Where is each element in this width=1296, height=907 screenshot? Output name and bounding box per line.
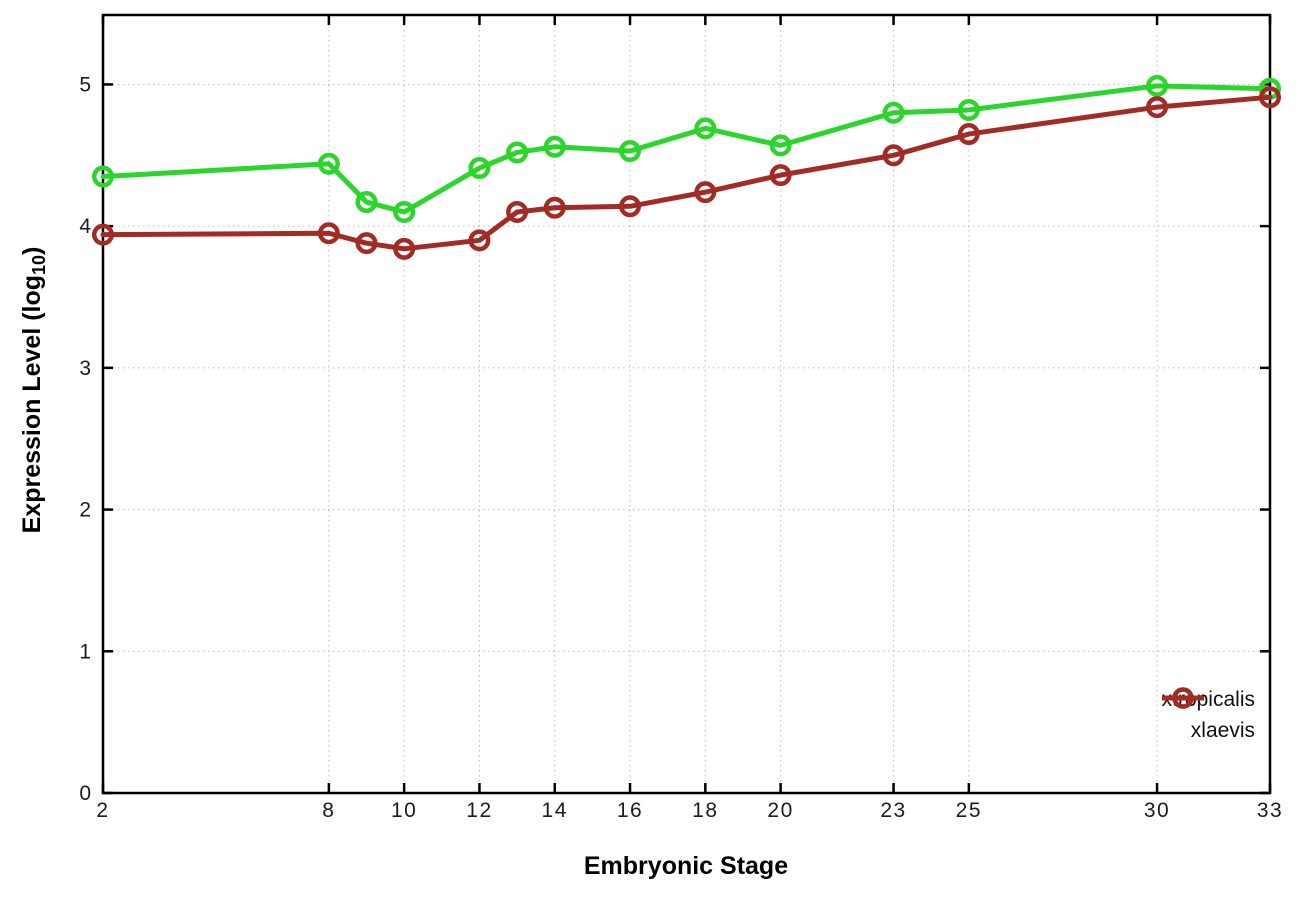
y-axis-title-text: Expression Level (log xyxy=(17,274,46,534)
x-tick-label: 23 xyxy=(880,799,906,822)
data-point-xtropicalis xyxy=(882,101,905,124)
x-tick-label: 14 xyxy=(542,799,568,822)
data-point-xlaevis xyxy=(393,237,416,260)
y-axis-title-close: ) xyxy=(17,246,46,255)
data-point-xtropicalis xyxy=(92,165,114,188)
legend: xtropicalis xlaevis xyxy=(1161,684,1255,746)
y-tick-label: 1 xyxy=(79,640,91,663)
x-tick-label: 12 xyxy=(466,799,492,822)
data-point-xtropicalis xyxy=(468,157,491,180)
data-point-xlaevis xyxy=(506,200,529,223)
x-tick-label: 2 xyxy=(96,799,109,822)
data-point-xlaevis xyxy=(1146,96,1169,119)
y-axis-title: Expression Level (log10) xyxy=(18,247,50,534)
x-tick-label: 8 xyxy=(322,799,335,822)
x-axis-title: Embryonic Stage xyxy=(583,852,789,880)
data-point-xtropicalis xyxy=(694,117,717,140)
x-tick-label: 33 xyxy=(1257,799,1283,822)
data-point-xlaevis xyxy=(1259,86,1281,109)
y-tick-label: 3 xyxy=(79,357,91,380)
data-point-xlaevis xyxy=(694,181,717,204)
x-tick-label: 20 xyxy=(767,799,793,822)
data-point-xtropicalis xyxy=(393,200,416,223)
x-tick-label: 18 xyxy=(692,799,718,822)
data-point-xlaevis xyxy=(355,232,378,255)
x-tick-label: 10 xyxy=(391,799,417,822)
legend-item-xlaevis: xlaevis xyxy=(1161,687,1255,746)
data-point-xtropicalis xyxy=(506,141,529,164)
data-point-xlaevis xyxy=(543,196,566,219)
y-tick-label: 2 xyxy=(79,499,91,522)
y-axis-title-subscript: 10 xyxy=(29,254,50,275)
data-point-xlaevis xyxy=(957,123,980,146)
legend-label-xlaevis: xlaevis xyxy=(1190,719,1255,742)
data-point-xlaevis xyxy=(92,223,114,246)
data-point-xtropicalis xyxy=(619,140,642,163)
data-point-xtropicalis xyxy=(355,191,378,214)
data-point-xlaevis xyxy=(882,144,905,167)
data-point-xlaevis xyxy=(769,164,792,187)
y-tick-label: 4 xyxy=(79,215,91,238)
x-tick-label: 30 xyxy=(1144,799,1170,822)
data-point-xlaevis xyxy=(317,222,340,245)
data-point-xlaevis xyxy=(619,195,642,218)
x-tick-label: 25 xyxy=(956,799,982,822)
x-tick-label: 16 xyxy=(617,799,643,822)
legend-marker-xlaevis xyxy=(1161,687,1204,709)
data-point-xtropicalis xyxy=(317,152,340,175)
data-point-xtropicalis xyxy=(543,135,566,158)
data-point-xtropicalis xyxy=(769,134,792,157)
series-line-xlaevis xyxy=(100,94,1273,252)
y-tick-label: 0 xyxy=(79,782,91,805)
y-tick-label: 5 xyxy=(79,73,91,96)
data-point-xlaevis xyxy=(468,229,491,252)
plot-border xyxy=(101,13,1272,795)
data-point-xtropicalis xyxy=(957,98,980,121)
series-line-xtropicalis xyxy=(100,83,1273,215)
data-point-xtropicalis xyxy=(1146,74,1169,97)
